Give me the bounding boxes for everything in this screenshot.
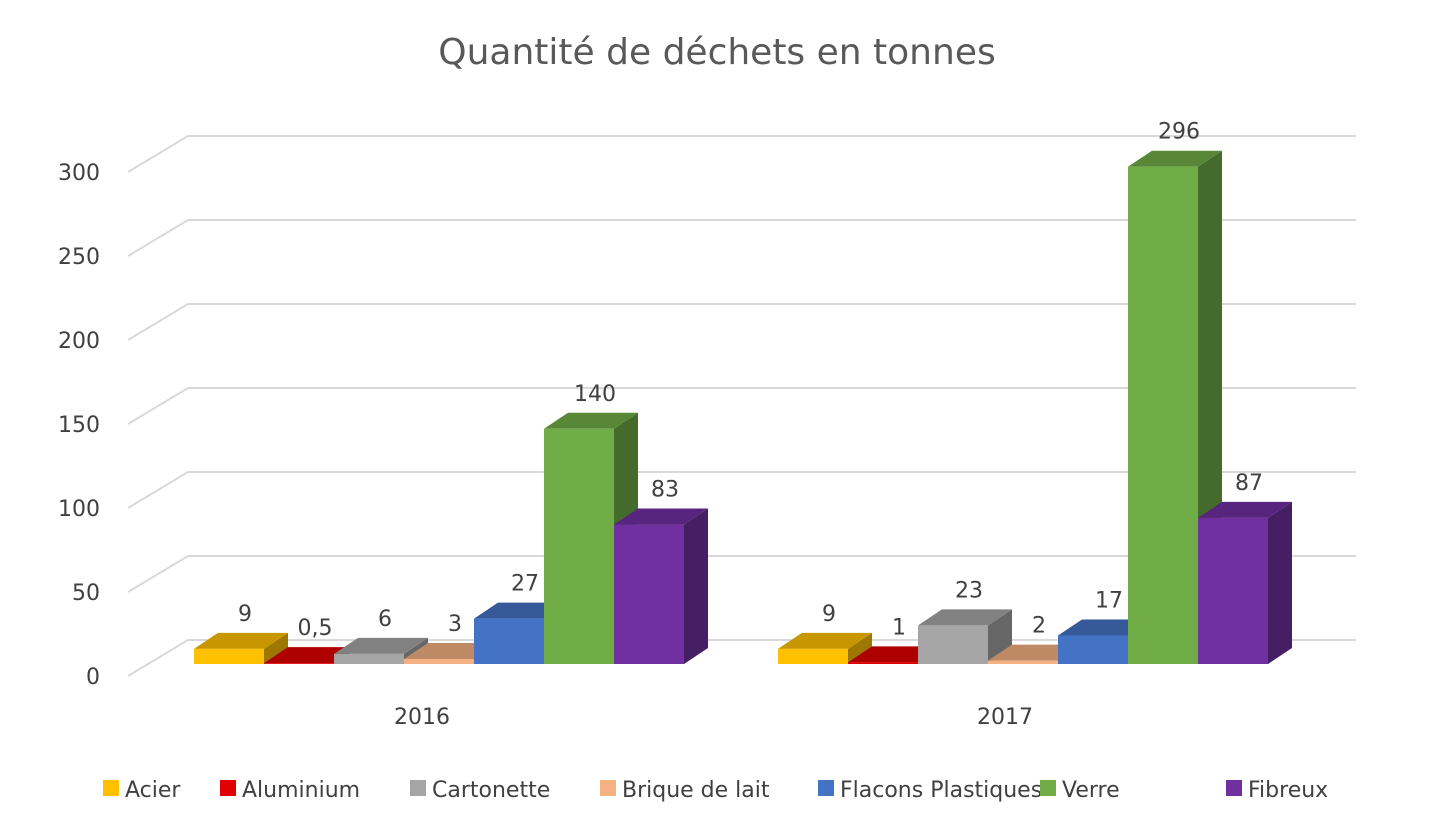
legend-label: Fibreux: [1248, 778, 1328, 803]
bar-top: [918, 609, 1012, 626]
bar-front: [474, 618, 544, 664]
bar-side: [1268, 501, 1292, 664]
data-label-aluminium-2017: 1: [892, 615, 906, 640]
bar-front: [264, 663, 334, 664]
bar-fibreux-2017: [1198, 501, 1292, 664]
legend-item-verre: Verre: [1040, 778, 1120, 803]
legend-swatch: [818, 780, 834, 796]
bar-acier-2016: [194, 632, 288, 664]
gridline: [127, 387, 1356, 425]
bar-front: [1058, 635, 1128, 664]
y-tick-label: 200: [58, 329, 100, 354]
bar-front: [334, 653, 404, 664]
x-tick-label: 2017: [977, 705, 1033, 730]
bar-front: [614, 524, 684, 664]
y-tick-label: 300: [58, 161, 100, 186]
legend-label: Flacons Plastiques: [840, 778, 1042, 803]
legend-swatch: [410, 780, 426, 796]
data-label-acier-2016: 9: [238, 602, 252, 627]
bar-front: [778, 648, 848, 664]
legend-swatch: [220, 780, 236, 796]
gridline: [127, 555, 1356, 593]
bar-top: [194, 632, 288, 649]
legend-swatch: [600, 780, 616, 796]
legend-label: Brique de lait: [622, 778, 770, 803]
legend-label: Verre: [1062, 778, 1120, 803]
data-label-cartonette-2016: 6: [378, 607, 392, 632]
x-axis: 2016 2017: [394, 705, 1033, 730]
data-label-cartonette-2017: 23: [955, 578, 983, 603]
bar-side: [684, 508, 708, 664]
data-label-brique-de-lait-2017: 2: [1032, 614, 1046, 639]
legend-swatch: [103, 780, 119, 796]
data-label-fibreux-2016: 83: [651, 478, 679, 503]
x-tick-label: 2016: [394, 705, 450, 730]
legend-swatch: [1226, 780, 1242, 796]
y-axis: 0 50 100 150 200 250 300: [58, 161, 100, 690]
bar-cartonette-2017: [918, 609, 1012, 664]
bar-top: [334, 637, 428, 654]
gridlines: [127, 135, 1356, 677]
bar-top: [1128, 150, 1222, 167]
legend-item-aluminium: Aluminium: [220, 778, 360, 803]
y-tick-label: 250: [58, 245, 100, 270]
chart-title: Quantité de déchets en tonnes: [438, 32, 995, 73]
bars: [194, 150, 1292, 665]
bar-front: [1128, 166, 1198, 664]
legend-label: Acier: [125, 778, 181, 803]
legend-label: Aluminium: [242, 778, 360, 803]
bar-front: [404, 658, 474, 664]
legend-item-cartonette: Cartonette: [410, 778, 550, 803]
bar-top: [778, 632, 872, 649]
bar-front: [194, 648, 264, 664]
legend-swatch: [1040, 780, 1056, 796]
y-tick-label: 0: [86, 665, 100, 690]
bar-front: [918, 625, 988, 664]
bar-top: [1198, 501, 1292, 518]
gridline: [127, 135, 1356, 173]
bar-side: [264, 632, 288, 664]
data-label-verre-2016: 140: [574, 382, 616, 407]
bar-fibreux-2016: [614, 508, 708, 664]
bar-side: [848, 632, 872, 664]
legend-label: Cartonette: [432, 778, 550, 803]
data-label-flacons-plastiques-2017: 17: [1095, 588, 1123, 613]
bar-top: [614, 508, 708, 525]
y-tick-label: 50: [72, 581, 100, 606]
legend-item-fibreux: Fibreux: [1226, 778, 1328, 803]
bar-top: [544, 412, 638, 429]
legend-item-flacons-plastiques: Flacons Plastiques: [818, 778, 1042, 803]
data-label-acier-2017: 9: [822, 602, 836, 627]
gridline: [127, 219, 1356, 257]
gridline: [127, 303, 1356, 341]
legend: Acier Aluminium Cartonette Brique de lait Fl…: [103, 778, 1328, 803]
data-label-aluminium-2016: 0,5: [298, 616, 333, 641]
bar-front: [544, 428, 614, 664]
gridline: [127, 471, 1356, 509]
data-label-fibreux-2017: 87: [1235, 471, 1263, 496]
legend-item-acier: Acier: [103, 778, 181, 803]
y-tick-label: 100: [58, 497, 100, 522]
data-label-brique-de-lait-2016: 3: [448, 612, 462, 637]
bar-front: [988, 660, 1058, 664]
legend-item-brique-de-lait: Brique de lait: [600, 778, 770, 803]
bar-front: [1198, 517, 1268, 664]
data-label-flacons-plastiques-2016: 27: [511, 572, 539, 597]
data-labels: 9 0,5 6 3 27 140 83 9 1 23 2 17 296 87: [238, 120, 1263, 641]
bar-front: [848, 662, 918, 664]
y-tick-label: 150: [58, 413, 100, 438]
data-label-verre-2017: 296: [1158, 120, 1200, 145]
bar-acier-2017: [778, 632, 872, 664]
